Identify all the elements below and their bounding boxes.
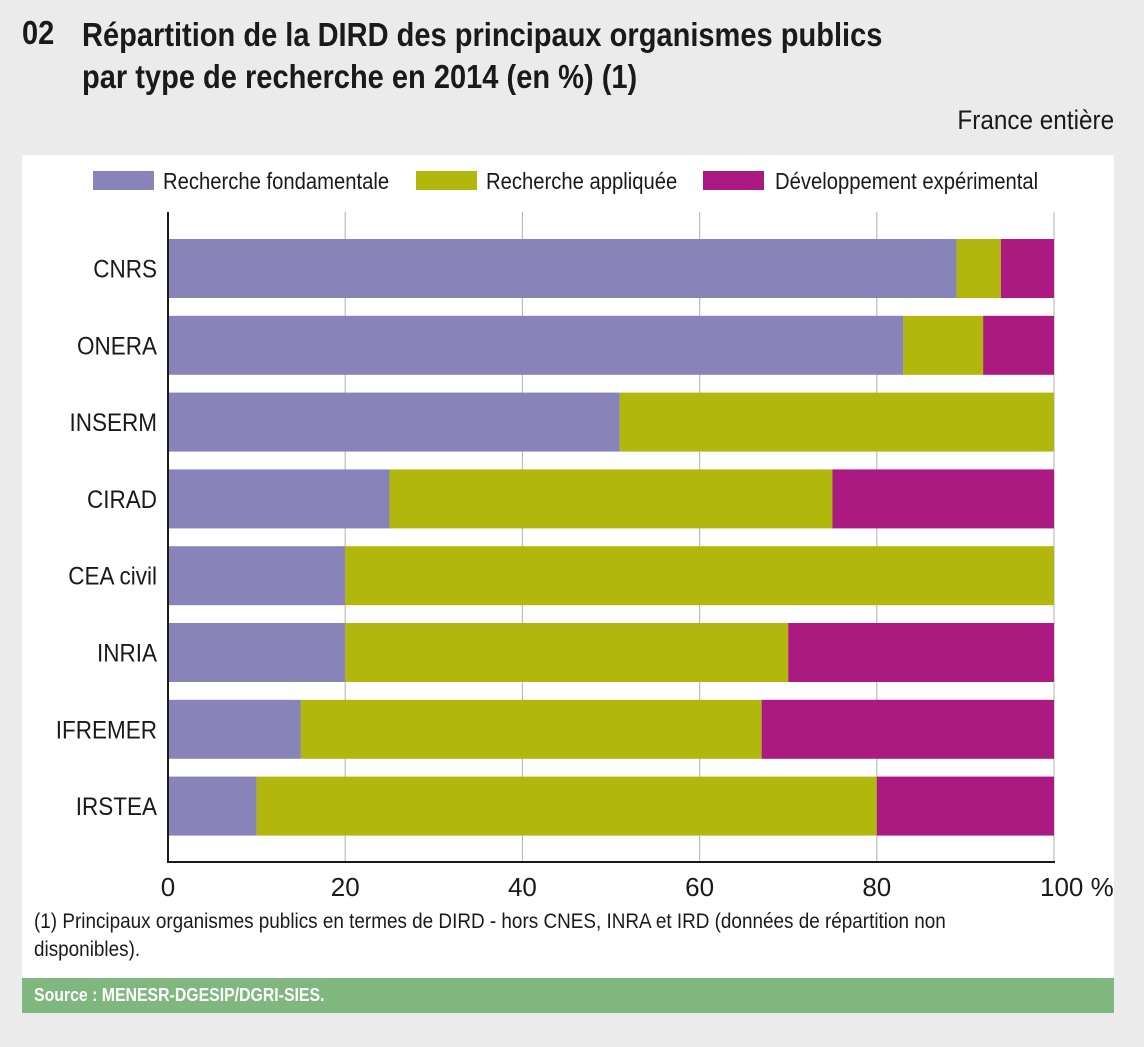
bar-group-cnrs bbox=[168, 239, 1054, 298]
bar-segment bbox=[876, 776, 1054, 836]
legend-item: Recherche fondamentale bbox=[93, 168, 389, 195]
bar-segment bbox=[983, 315, 1054, 375]
bar-segment bbox=[389, 469, 833, 529]
bar-segment bbox=[761, 699, 1054, 759]
bar-segment bbox=[345, 546, 1054, 606]
chart-title-line-2: par type de recherche en 2014 (en %) (1) bbox=[82, 58, 638, 95]
bar-segment bbox=[903, 315, 984, 375]
bar-group-irstea bbox=[168, 776, 1054, 836]
bar-segment bbox=[300, 699, 762, 759]
bar-segment bbox=[788, 623, 1054, 682]
bars bbox=[168, 239, 1054, 836]
bar-group-cirad bbox=[168, 469, 1054, 529]
legend-swatch bbox=[416, 171, 477, 190]
chart-title: Répartition de la DIRD des principaux or… bbox=[82, 14, 882, 98]
category-label: CNRS bbox=[93, 255, 157, 283]
legend-label: Recherche appliquée bbox=[486, 168, 677, 195]
source-text: Source : MENESR-DGESIP/DGRI-SIES. bbox=[34, 985, 325, 1005]
bar-group-cea-civil bbox=[168, 546, 1054, 606]
bar-segment bbox=[168, 315, 904, 375]
x-tick-label: 0 bbox=[161, 872, 175, 902]
bar-segment bbox=[832, 469, 1054, 529]
bar-segment bbox=[956, 239, 1001, 298]
category-label: CIRAD bbox=[87, 486, 157, 514]
x-tick-label: 40 bbox=[508, 872, 537, 902]
legend-item: Développement expérimental bbox=[703, 168, 1038, 195]
bar-segment bbox=[1000, 239, 1054, 298]
category-label: IFREMER bbox=[56, 716, 157, 744]
bar-group-inserm bbox=[168, 392, 1054, 452]
bar-segment bbox=[168, 392, 620, 452]
bar-segment bbox=[345, 623, 789, 682]
legend-swatch bbox=[703, 171, 764, 190]
category-label: CEA civil bbox=[68, 563, 157, 591]
x-tick-labels: 0 20 40 60 80 100 % bbox=[161, 872, 1114, 902]
bar-segment bbox=[168, 699, 301, 759]
bar-segment bbox=[168, 546, 346, 606]
bar-segment bbox=[168, 239, 957, 298]
source-bar: Source : MENESR-DGESIP/DGRI-SIES. bbox=[22, 978, 1114, 1013]
bar-segment bbox=[168, 469, 390, 529]
category-label: INSERM bbox=[70, 409, 157, 437]
figure-number: 02 bbox=[22, 14, 55, 51]
gridlines bbox=[344, 212, 1055, 862]
legend-label: Développement expérimental bbox=[775, 168, 1038, 195]
bar-segment bbox=[168, 776, 257, 836]
bar-segment bbox=[256, 776, 877, 836]
category-labels: CNRS ONERA INSERM CIRAD CEA civil INRIA IFREME… bbox=[56, 255, 157, 821]
category-label: ONERA bbox=[77, 332, 157, 360]
x-tick-label: 100 % bbox=[1040, 872, 1114, 902]
bar-group-inria bbox=[168, 623, 1054, 682]
category-label: IRSTEA bbox=[76, 793, 157, 821]
x-tick-label: 20 bbox=[331, 872, 360, 902]
chart-scope: France entière bbox=[957, 105, 1114, 135]
bar-segment bbox=[619, 392, 1054, 452]
x-tick-label: 80 bbox=[862, 872, 891, 902]
bar-group-onera bbox=[168, 315, 1054, 375]
bar-segment bbox=[168, 623, 346, 682]
legend-swatch bbox=[93, 171, 154, 190]
bar-group-ifremer bbox=[168, 699, 1054, 759]
footnote: (1) Principaux organismes publics en ter… bbox=[34, 910, 946, 961]
category-label: INRIA bbox=[97, 639, 157, 667]
legend: Recherche fondamentale Recherche appliqué… bbox=[93, 168, 1038, 195]
legend-item: Recherche appliquée bbox=[416, 168, 677, 195]
x-tick-label: 60 bbox=[685, 872, 714, 902]
chart-title-line-1: Répartition de la DIRD des principaux or… bbox=[82, 16, 883, 53]
legend-label: Recherche fondamentale bbox=[163, 168, 389, 195]
